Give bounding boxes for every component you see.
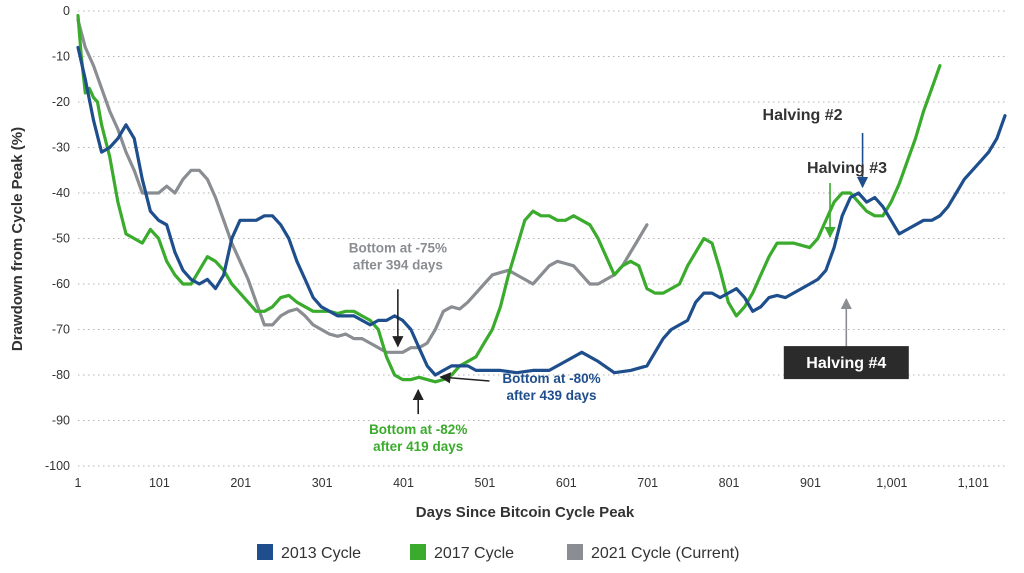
annotation-text: Halving #2 xyxy=(763,107,843,124)
x-tick-label: 101 xyxy=(149,476,170,490)
y-tick-label: -90 xyxy=(52,414,70,428)
annotation-text: after 439 days xyxy=(506,388,596,403)
annotation-text: Halving #4 xyxy=(806,355,886,372)
annotation-box xyxy=(783,346,909,380)
y-tick-label: -30 xyxy=(52,141,70,155)
annotation-text: after 394 days xyxy=(353,257,443,272)
legend-label: 2017 Cycle xyxy=(434,545,514,562)
x-tick-label: 401 xyxy=(393,476,414,490)
annotations: Bottom at -75% after 394 days Bottom at -8… xyxy=(349,107,909,454)
legend-swatch xyxy=(567,544,583,560)
x-axis-ticks: 1 101 201 301 401 501 601 701 801 901 1,001 1,101 xyxy=(75,476,989,490)
series-line-2021 xyxy=(76,18,649,354)
annotation-text: after 419 days xyxy=(373,439,463,454)
y-tick-label: -40 xyxy=(52,186,70,200)
x-tick-label: 1 xyxy=(75,476,82,490)
x-tick-label: 801 xyxy=(719,476,740,490)
x-tick-label: 201 xyxy=(230,476,251,490)
x-axis-label: Days Since Bitcoin Cycle Peak xyxy=(416,504,635,521)
y-tick-label: -50 xyxy=(52,232,70,246)
series-line-2017 xyxy=(76,14,942,384)
annotation-text: Bottom at -80% xyxy=(502,371,600,386)
annotation-text: Bottom at -82% xyxy=(369,422,467,437)
legend: 2013 Cycle 2017 Cycle 2021 Cycle (Current) xyxy=(257,544,740,562)
annotation-arrow xyxy=(439,372,490,384)
x-tick-label: 1,001 xyxy=(876,476,907,490)
y-tick-label: -100 xyxy=(45,459,70,473)
x-tick-label: 901 xyxy=(800,476,821,490)
y-tick-label: -20 xyxy=(52,95,70,109)
annotation-text: Halving #3 xyxy=(807,160,887,177)
legend-swatch xyxy=(410,544,426,560)
x-tick-label: 601 xyxy=(556,476,577,490)
x-tick-label: 301 xyxy=(312,476,333,490)
legend-label: 2013 Cycle xyxy=(281,545,361,562)
series-line-2013 xyxy=(76,45,1007,377)
legend-swatch xyxy=(257,544,273,560)
y-tick-label: -80 xyxy=(52,368,70,382)
y-tick-label: 0 xyxy=(63,4,70,18)
x-tick-label: 501 xyxy=(475,476,496,490)
y-tick-label: -10 xyxy=(52,50,70,64)
y-tick-label: -60 xyxy=(52,277,70,291)
y-tick-label: -70 xyxy=(52,323,70,337)
y-axis-ticks: 0 -10 -20 -30 -40 -50 -60 -70 -80 -90 -100 xyxy=(45,4,70,473)
x-tick-label: 1,101 xyxy=(958,476,989,490)
series-lines xyxy=(76,14,1007,384)
annotation-text: Bottom at -75% xyxy=(349,240,447,255)
x-tick-label: 701 xyxy=(637,476,658,490)
y-axis-label: Drawdown from Cycle Peak (%) xyxy=(9,127,26,351)
legend-label: 2021 Cycle (Current) xyxy=(591,545,740,562)
